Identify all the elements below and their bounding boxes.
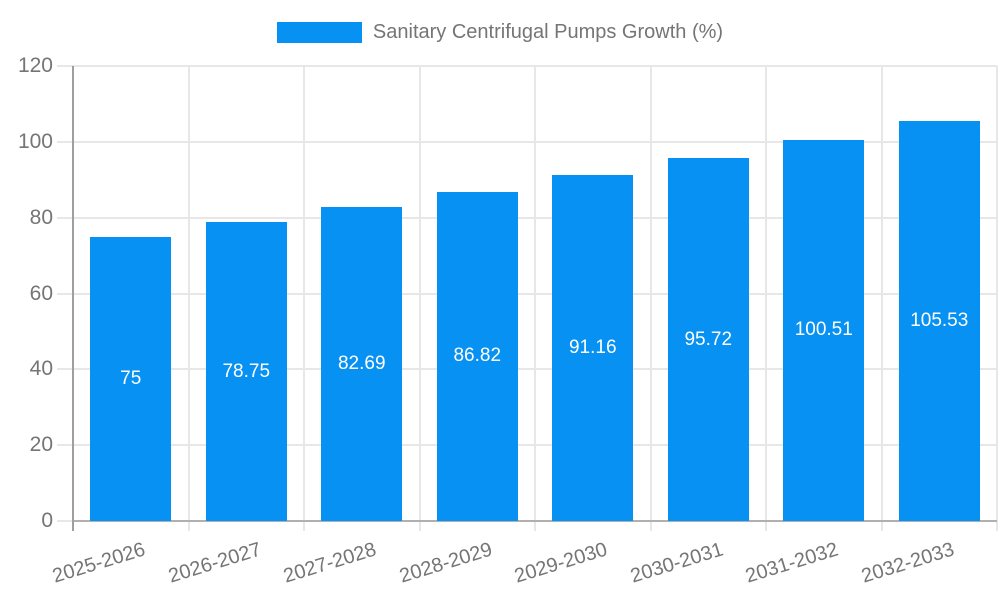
gridline-vertical	[765, 66, 767, 531]
bar-value-label: 75	[120, 367, 142, 389]
bar[interactable]	[90, 236, 172, 521]
bar[interactable]	[898, 120, 980, 521]
bar[interactable]	[321, 207, 403, 521]
y-tick-label: 40	[29, 357, 53, 381]
x-tick-label: 2027-2028	[281, 538, 379, 588]
gridline-vertical	[187, 66, 190, 531]
gridline-vertical	[649, 66, 652, 531]
gridline-horizontal	[57, 140, 997, 143]
x-axis-line	[73, 520, 997, 522]
x-tick-label: 2026-2027	[165, 538, 264, 588]
bar[interactable]	[552, 175, 634, 521]
x-tick-label: 2025-2026	[50, 538, 148, 588]
y-tick-label: 20	[29, 433, 53, 457]
y-axis-tick	[57, 520, 73, 522]
legend-label: Sanitary Centrifugal Pumps Growth (%)	[372, 21, 724, 43]
gridline-horizontal	[57, 444, 997, 447]
bar-value-label: 105.53	[910, 309, 969, 331]
y-tick-label: 80	[29, 205, 53, 229]
bar-value-label: 91.16	[568, 337, 617, 359]
bar-value-label: 78.75	[222, 360, 271, 382]
gridline-horizontal	[57, 368, 997, 371]
y-tick-label: 120	[17, 54, 53, 77]
gridline-vertical	[418, 66, 421, 531]
bar[interactable]	[436, 191, 518, 521]
y-tick-label: 60	[29, 281, 53, 305]
gridline-vertical	[303, 66, 305, 531]
y-tick-label: 0	[41, 509, 53, 532]
x-tick-label: 2029-2030	[512, 538, 610, 588]
bar[interactable]	[205, 222, 287, 521]
x-tick-label: 2028-2029	[396, 538, 495, 588]
bar-value-label: 95.72	[684, 328, 733, 350]
y-axis-line	[72, 66, 74, 531]
gridline-vertical	[880, 66, 883, 531]
chart-legend[interactable]: Sanitary Centrifugal Pumps Growth (%)	[0, 21, 1000, 44]
bar-value-label: 82.69	[337, 353, 386, 375]
bar-value-label: 86.82	[453, 345, 502, 367]
gridline-horizontal	[57, 65, 997, 67]
bar[interactable]	[783, 139, 865, 521]
bar[interactable]	[667, 158, 749, 521]
gridline-horizontal	[57, 292, 997, 295]
bar-value-label: 100.51	[794, 319, 853, 341]
x-tick-label: 2032-2033	[858, 538, 957, 588]
gridline-vertical	[996, 66, 998, 531]
x-tick-label: 2031-2032	[743, 538, 841, 588]
y-tick-label: 100	[17, 129, 53, 153]
legend-swatch	[276, 22, 362, 43]
x-tick-label: 2030-2031	[627, 538, 726, 588]
gridline-vertical	[534, 66, 536, 531]
gridline-horizontal	[57, 216, 997, 219]
